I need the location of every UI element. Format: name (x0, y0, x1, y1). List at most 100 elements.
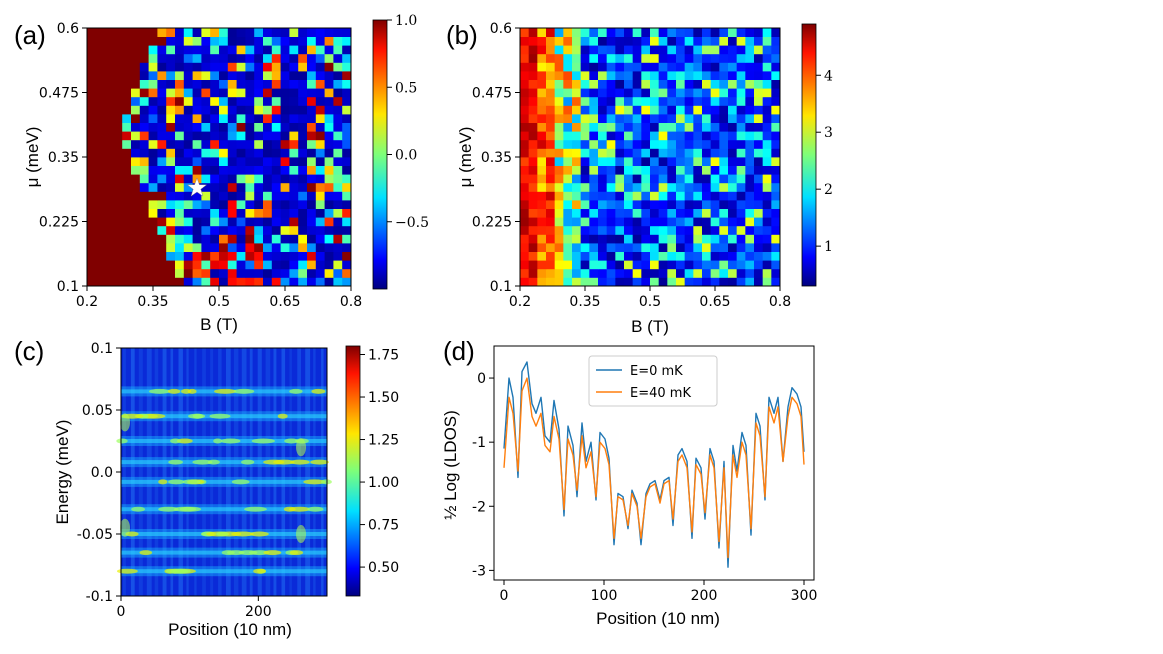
heatmap-cell (650, 45, 660, 55)
heatmap-cell (658, 131, 668, 141)
heatmap-cell (520, 165, 530, 175)
heatmap-cell (554, 277, 564, 287)
heatmap-cell (537, 114, 547, 123)
heatmap-cell (139, 277, 149, 287)
heatmap-cell (754, 96, 764, 106)
vertical-fringe (226, 348, 231, 596)
heatmap-cell (528, 139, 538, 149)
colorbar-tick-label: 4 (824, 68, 833, 84)
heatmap-cell (192, 71, 202, 80)
colorbar-ticks-a: 1.00.50.0−0.5 (387, 13, 429, 231)
heatmap-cell (271, 200, 281, 209)
heatmap-cell (263, 36, 273, 46)
heatmap-cell (520, 139, 530, 149)
heatmap-cell (546, 28, 556, 37)
heatmap-cell (632, 251, 642, 261)
heatmap-cell (175, 62, 185, 72)
heatmap-cell (139, 122, 149, 132)
heatmap-cell (632, 139, 642, 149)
heatmap-cell (754, 139, 764, 149)
heatmap-cell (606, 96, 616, 106)
heatmap-cell (528, 131, 538, 141)
heatmap-cell (728, 217, 738, 227)
heatmap-cell (104, 105, 114, 115)
heatmap-cell (710, 260, 720, 270)
heatmap-cell (324, 71, 334, 80)
heatmap-cell (754, 268, 764, 278)
y-ticks-d: 0-1-2-3 (472, 371, 494, 579)
heatmap-cell (632, 225, 642, 235)
heatmap-cell (254, 96, 264, 106)
heatmap-cell (166, 45, 176, 55)
heatmap-cell (157, 79, 167, 89)
heatmap-cell (667, 191, 677, 201)
heatmap-cell (606, 45, 616, 55)
heatmap-cell (546, 225, 556, 235)
heatmap-cell (131, 88, 141, 98)
heatmap-cell (754, 251, 764, 261)
heatmap-cell (131, 53, 141, 63)
heatmap-cell (271, 62, 281, 72)
heatmap-cell (641, 79, 651, 89)
y-tick-label: 0.35 (481, 150, 512, 166)
heatmap-cell (227, 174, 237, 184)
heatmap-cell (113, 234, 123, 244)
heatmap-cell (658, 243, 668, 252)
heatmap-cell (113, 157, 123, 166)
heatmap-cell (324, 165, 334, 175)
heatmap-cell (580, 148, 590, 158)
heatmap-cell (667, 217, 677, 227)
heatmap-cell (148, 148, 158, 158)
heatmap-cell (693, 45, 703, 55)
heatmap-cell (324, 148, 334, 158)
heatmap-cell (289, 105, 299, 115)
heatmap-cell (771, 277, 781, 287)
heatmap-cell (95, 71, 105, 80)
heatmap-cell (580, 88, 590, 98)
heatmap-cell (104, 36, 114, 46)
heatmap-cell (333, 88, 343, 98)
heatmap-cell (736, 28, 746, 37)
colorbar-tick-label: 0.0 (395, 148, 417, 164)
heatmap-cell (537, 260, 547, 270)
heatmap-cell (745, 157, 755, 166)
heatmap-cell (580, 45, 590, 55)
heatmap-cell (113, 53, 123, 63)
heatmap-cell (762, 174, 772, 184)
heatmap-cell (754, 79, 764, 89)
x-tick-label: 0.35 (569, 294, 600, 310)
heatmap-cell (263, 157, 273, 166)
heatmap-cell (333, 268, 343, 278)
heatmap-cell (333, 260, 343, 270)
heatmap-cell (342, 53, 352, 63)
heatmap-cell (236, 191, 246, 201)
heatmap-cell (183, 28, 193, 37)
heatmap-cell (754, 243, 764, 252)
heatmap-cell (210, 234, 220, 244)
heatmap-cell (572, 28, 582, 37)
energy-band-core (121, 569, 327, 574)
heatmap-cell (728, 71, 738, 80)
heatmap-cell (263, 277, 273, 287)
heatmap-cell (537, 36, 547, 46)
heatmap-cell (131, 122, 141, 132)
heatmap-cell (87, 131, 97, 141)
heatmap-cell (771, 174, 781, 184)
heatmap-cell (632, 191, 642, 201)
heatmap-cell (606, 225, 616, 235)
heatmap-cell (563, 88, 573, 98)
heatmap-cell (227, 114, 237, 123)
heatmap-cell (122, 225, 132, 235)
heatmap-cell (298, 79, 308, 89)
heatmap-cell (307, 234, 317, 244)
heatmap-cell (684, 260, 694, 270)
heatmap-cell (702, 96, 712, 106)
heatmap-cell (736, 277, 746, 287)
heatmap-cell (324, 208, 334, 218)
heatmap-cell (236, 62, 246, 72)
heatmap-cell (546, 182, 556, 192)
heatmap-cell (598, 243, 608, 252)
heatmap-cell (520, 131, 530, 141)
heatmap-cell (554, 122, 564, 132)
heatmap-cell (658, 234, 668, 244)
